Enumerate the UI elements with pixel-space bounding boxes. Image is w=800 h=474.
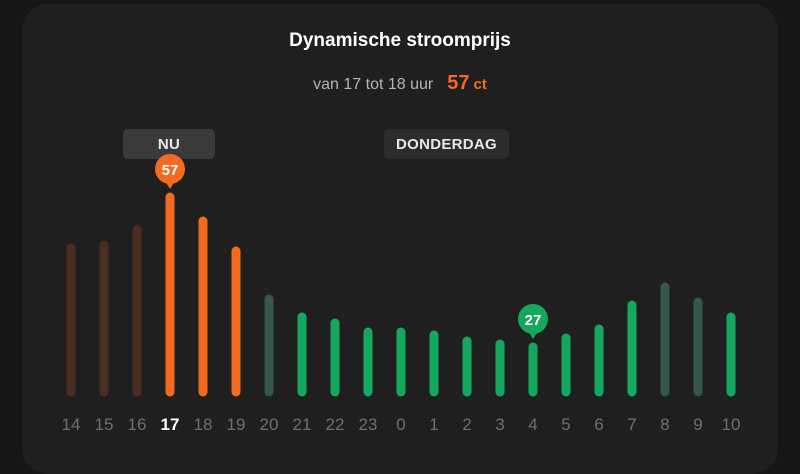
tick-label-1: 1 [429,415,438,434]
current-price: 57 ct [447,72,487,95]
day-label[interactable]: DONDERDAG [384,129,509,159]
tick-label-6: 6 [594,415,603,434]
price-marker-17: 57 [155,154,185,189]
tick-label-0: 0 [396,415,405,434]
tick-label-23: 23 [359,415,378,434]
marker-label-4: 27 [525,312,542,329]
tick-label-9: 9 [693,415,702,434]
tick-label-21: 21 [293,415,312,434]
tick-label-14: 14 [62,415,81,434]
tick-label-2: 2 [462,415,471,434]
period-range: van 17 tot 18 uur [313,76,434,93]
tick-label-3: 3 [495,415,504,434]
current-price-unit: ct [473,76,487,93]
tick-label-7: 7 [627,415,636,434]
marker-label-17: 57 [162,162,179,179]
price-marker-4: 27 [518,304,548,339]
tick-label-19: 19 [227,415,246,434]
tick-label-8: 8 [660,415,669,434]
tick-label-22: 22 [326,415,345,434]
tick-label-18: 18 [194,415,213,434]
tick-label-4: 4 [528,415,537,434]
tick-label-5: 5 [561,415,570,434]
tick-label-10: 10 [722,415,741,434]
now-label[interactable]: NU [123,129,215,159]
current-price-value: 57 [447,72,470,94]
tick-label-17: 17 [161,415,180,434]
tick-label-15: 15 [95,415,114,434]
tick-label-20: 20 [260,415,279,434]
current-period-summary: van 17 tot 18 uur 57 ct [0,72,800,95]
chart-title: Dynamische stroomprijs [289,30,511,51]
tick-label-16: 16 [128,415,147,434]
